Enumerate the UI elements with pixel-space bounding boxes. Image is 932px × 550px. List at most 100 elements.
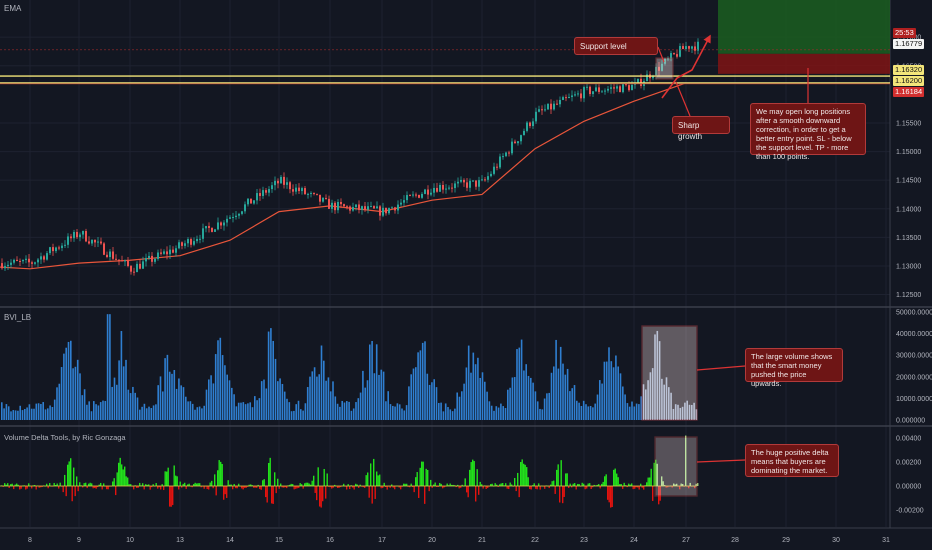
delta-bar bbox=[242, 486, 244, 490]
candle-body bbox=[166, 251, 168, 255]
candle-body bbox=[553, 103, 555, 110]
volume-bar bbox=[474, 364, 477, 420]
volume-bar bbox=[65, 347, 67, 420]
volume-bar bbox=[329, 391, 332, 420]
volume-bar bbox=[270, 328, 272, 420]
candle-body bbox=[682, 46, 684, 50]
delta-bar bbox=[67, 464, 69, 486]
volume-bar bbox=[566, 368, 569, 420]
volume-bar bbox=[479, 377, 481, 420]
delta-bar bbox=[119, 457, 121, 486]
delta-bar bbox=[89, 482, 91, 486]
volume-bar bbox=[88, 401, 90, 420]
candle-body bbox=[442, 185, 444, 190]
volume-bar bbox=[373, 373, 376, 420]
volume-bar bbox=[286, 398, 288, 420]
volume-bar bbox=[668, 387, 670, 420]
price-tick-label: 1.15500 bbox=[896, 120, 921, 127]
volume-bar bbox=[610, 361, 613, 420]
delta-bar bbox=[565, 473, 567, 486]
price-candles[interactable] bbox=[1, 38, 699, 276]
candle-body bbox=[607, 88, 609, 91]
volume-bar bbox=[336, 403, 339, 420]
delta-bar bbox=[11, 483, 13, 486]
candle-body bbox=[151, 255, 153, 262]
delta-bar bbox=[263, 479, 265, 486]
delta-bar bbox=[307, 482, 309, 486]
delta-bar bbox=[559, 486, 561, 503]
delta-bar bbox=[172, 486, 174, 506]
delta-bar bbox=[536, 486, 538, 490]
candle-body bbox=[106, 254, 108, 257]
delta-bar bbox=[353, 486, 355, 490]
volume-bar bbox=[164, 358, 166, 420]
delta-bar bbox=[28, 483, 30, 486]
volume-bar bbox=[447, 407, 449, 420]
volume-bar bbox=[520, 339, 523, 420]
volume-bar bbox=[70, 340, 72, 420]
volume-bar bbox=[617, 366, 619, 420]
delta-bar bbox=[166, 471, 168, 486]
volume-bar bbox=[348, 401, 350, 420]
delta-bar bbox=[608, 486, 610, 503]
delta-bar bbox=[377, 475, 379, 486]
delta-bar bbox=[193, 484, 195, 486]
volume-bar bbox=[442, 411, 445, 420]
delta-bar bbox=[499, 484, 501, 486]
candle-body bbox=[679, 46, 681, 57]
delta-bar bbox=[151, 486, 153, 488]
volume-bar bbox=[63, 353, 65, 420]
delta-bar bbox=[667, 486, 669, 488]
volume-bar bbox=[180, 385, 182, 420]
delta-bar bbox=[527, 477, 529, 486]
candle-body bbox=[388, 208, 390, 214]
candle-body bbox=[571, 95, 573, 98]
candle-body bbox=[619, 86, 621, 93]
volume-bar bbox=[311, 371, 314, 420]
take-profit-zone bbox=[718, 0, 890, 54]
delta-bar bbox=[343, 483, 345, 486]
volume-bar bbox=[175, 388, 178, 420]
delta-bar bbox=[511, 484, 513, 486]
candle-body bbox=[478, 180, 480, 187]
volume-bar bbox=[325, 380, 327, 420]
candle-body bbox=[172, 249, 174, 253]
volume-bar bbox=[619, 373, 622, 420]
volume-bar bbox=[235, 406, 238, 420]
delta-bar bbox=[517, 472, 519, 486]
delta-bar bbox=[610, 486, 612, 508]
volume-bar bbox=[102, 400, 104, 420]
delta-bar bbox=[257, 484, 259, 486]
time-tick-label: 15 bbox=[275, 537, 283, 544]
delta-bar bbox=[230, 484, 232, 486]
delta-bar bbox=[247, 486, 249, 487]
volume-bar bbox=[97, 405, 100, 420]
volume-bar bbox=[256, 400, 258, 420]
volume-bar bbox=[217, 340, 219, 420]
delta-bar bbox=[208, 486, 210, 490]
volume-bar bbox=[320, 345, 323, 420]
delta-bar bbox=[505, 483, 507, 486]
delta-histogram[interactable] bbox=[0, 435, 699, 508]
delta-bar bbox=[49, 483, 51, 486]
delta-bar bbox=[415, 477, 417, 486]
delta-bar bbox=[523, 463, 525, 486]
volume-bars[interactable] bbox=[1, 314, 698, 420]
delta-bar bbox=[481, 484, 483, 486]
delta-bar bbox=[167, 467, 169, 486]
volume-bar bbox=[631, 401, 633, 420]
delta-bar bbox=[526, 467, 528, 486]
candle-body bbox=[277, 180, 279, 184]
volume-bar bbox=[30, 408, 33, 420]
volume-bar bbox=[417, 352, 419, 420]
volume-bar bbox=[221, 355, 224, 420]
volume-bar bbox=[295, 404, 297, 420]
volume-bar bbox=[435, 387, 438, 420]
volume-bar bbox=[357, 398, 360, 420]
candle-body bbox=[202, 228, 204, 239]
candle-body bbox=[652, 76, 654, 79]
volume-bar bbox=[424, 341, 426, 420]
delta-bar bbox=[212, 486, 214, 489]
volume-bar bbox=[378, 374, 380, 420]
